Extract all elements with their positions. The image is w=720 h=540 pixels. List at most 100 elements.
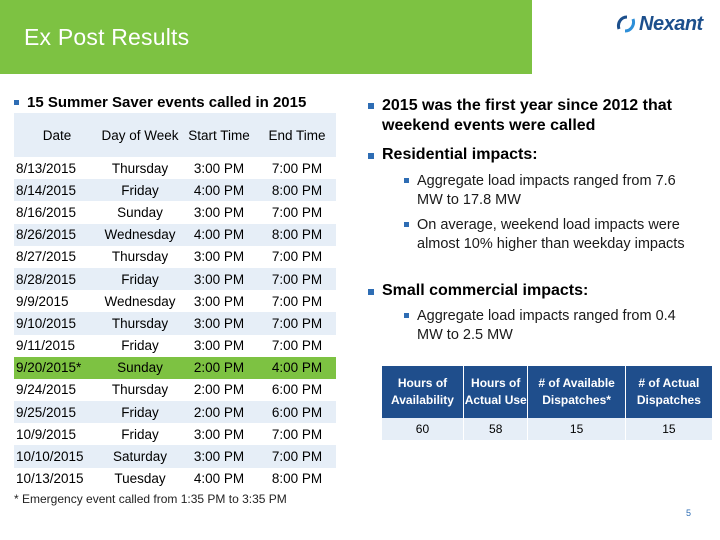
table-row: 10/10/2015 Saturday 3:00 PM 7:00 PM bbox=[14, 445, 336, 468]
table-cell: 4:00 PM bbox=[180, 223, 258, 246]
bullet-square-icon bbox=[14, 100, 19, 105]
table-cell: 9/20/2015* bbox=[14, 356, 100, 379]
table-cell: 7:00 PM bbox=[258, 312, 336, 335]
title-bar: Ex Post Results bbox=[0, 0, 532, 74]
table-cell: 7:00 PM bbox=[258, 423, 336, 446]
table-row: 10/13/2015 Tuesday 4:00 PM 8:00 PM bbox=[14, 467, 336, 490]
table-cell: 3:00 PM bbox=[180, 201, 258, 224]
bullet-first-weekend: 2015 was the first year since 2012 that … bbox=[368, 96, 708, 136]
table-cell: 10/9/2015 bbox=[14, 423, 100, 446]
table-cell: 2:00 PM bbox=[180, 401, 258, 424]
table-cell: 8/16/2015 bbox=[14, 201, 100, 224]
table-cell: Friday bbox=[100, 423, 180, 446]
logo-text: Nexant bbox=[639, 12, 703, 35]
table-cell: 2:00 PM bbox=[180, 356, 258, 379]
table-cell: 4:00 PM bbox=[258, 356, 336, 379]
table-cell: 10/10/2015 bbox=[14, 445, 100, 468]
table-cell: Friday bbox=[100, 267, 180, 291]
col-header-hours-actual: Hours of Actual Use bbox=[463, 366, 529, 418]
table-cell: 8/28/2015 bbox=[14, 267, 100, 291]
table-row: 8/14/2015 Friday 4:00 PM 8:00 PM bbox=[14, 179, 336, 202]
table-cell: 7:00 PM bbox=[258, 267, 336, 291]
table-cell: 4:00 PM bbox=[180, 467, 258, 490]
table-cell: 15 bbox=[527, 418, 626, 440]
bullet-square-icon bbox=[404, 178, 409, 183]
nexant-logo-icon bbox=[617, 15, 635, 33]
dispatch-row: 60 58 15 15 bbox=[382, 418, 712, 440]
table-cell: Friday bbox=[100, 334, 180, 357]
table-cell: 8:00 PM bbox=[258, 223, 336, 246]
col-header-hours-availability: Hours of Availability bbox=[382, 366, 464, 418]
table-cell: Thursday bbox=[100, 378, 180, 402]
table-cell: Friday bbox=[100, 179, 180, 202]
bullet-square-icon bbox=[404, 222, 409, 227]
left-heading-text: 15 Summer Saver events called in 2015 bbox=[27, 94, 307, 111]
bullet-square-icon bbox=[368, 289, 374, 295]
table-row: 9/9/2015 Wednesday 3:00 PM 7:00 PM bbox=[14, 290, 336, 313]
table-cell: Wednesday bbox=[100, 223, 180, 246]
col-header-end: End Time bbox=[258, 113, 336, 157]
table-cell: 2:00 PM bbox=[180, 378, 258, 402]
table-cell: 15 bbox=[625, 418, 712, 440]
table-cell: Sunday bbox=[100, 201, 180, 224]
table-cell: 8:00 PM bbox=[258, 467, 336, 490]
bullet-square-icon bbox=[368, 103, 374, 109]
slide-title: Ex Post Results bbox=[24, 24, 190, 50]
table-cell: 6:00 PM bbox=[258, 378, 336, 402]
table-cell: 3:00 PM bbox=[180, 423, 258, 446]
col-header-start: Start Time bbox=[180, 113, 258, 157]
table-cell: Sunday bbox=[100, 356, 180, 379]
bullet-text: Aggregate load impacts ranged from 0.4 M… bbox=[417, 308, 676, 343]
table-cell: 3:00 PM bbox=[180, 334, 258, 357]
table-cell: 6:00 PM bbox=[258, 401, 336, 424]
footnote: * Emergency event called from 1:35 PM to… bbox=[14, 492, 287, 506]
table-cell: 9/11/2015 bbox=[14, 334, 100, 357]
table-row: 9/24/2015 Thursday 2:00 PM 6:00 PM bbox=[14, 378, 336, 402]
dispatch-table: Hours of Availability Hours of Actual Us… bbox=[382, 366, 712, 440]
table-cell: 7:00 PM bbox=[258, 245, 336, 268]
table-cell: 9/10/2015 bbox=[14, 312, 100, 335]
bullet-text: Aggregate load impacts ranged from 7.6 M… bbox=[417, 173, 676, 208]
table-cell: 7:00 PM bbox=[258, 334, 336, 357]
table-cell: 9/24/2015 bbox=[14, 378, 100, 402]
table-cell: 8/14/2015 bbox=[14, 179, 100, 202]
table-cell: Thursday bbox=[100, 245, 180, 268]
table-row: 9/10/2015 Thursday 3:00 PM 7:00 PM bbox=[14, 312, 336, 335]
sub-bullet-commercial-range: Aggregate load impacts ranged from 0.4 M… bbox=[404, 307, 704, 345]
table-cell: 7:00 PM bbox=[258, 445, 336, 468]
table-cell: 8:00 PM bbox=[258, 179, 336, 202]
table-cell: Thursday bbox=[100, 312, 180, 335]
bullet-text: Small commercial impacts: bbox=[382, 282, 589, 299]
table-row: 9/25/2015 Friday 2:00 PM 6:00 PM bbox=[14, 401, 336, 424]
bullet-small-commercial: Small commercial impacts: bbox=[368, 282, 588, 300]
col-header-date: Date bbox=[14, 113, 100, 157]
table-cell: Friday bbox=[100, 401, 180, 424]
table-row: 8/26/2015 Wednesday 4:00 PM 8:00 PM bbox=[14, 223, 336, 246]
table-cell: 10/13/2015 bbox=[14, 467, 100, 490]
table-cell: 3:00 PM bbox=[180, 267, 258, 291]
table-cell: 7:00 PM bbox=[258, 290, 336, 313]
table-row: 8/28/2015 Friday 3:00 PM 7:00 PM bbox=[14, 267, 336, 291]
table-cell: 4:00 PM bbox=[180, 179, 258, 202]
table-cell: Saturday bbox=[100, 445, 180, 468]
table-cell: 8/26/2015 bbox=[14, 223, 100, 246]
sub-bullet-weekend-impacts: On average, weekend load impacts were al… bbox=[404, 216, 704, 254]
bullet-text: On average, weekend load impacts were al… bbox=[417, 217, 685, 252]
table-cell: 9/25/2015 bbox=[14, 401, 100, 424]
col-header-day: Day of Week bbox=[100, 113, 180, 157]
events-header-row: Date Day of Week Start Time End Time bbox=[14, 113, 336, 157]
table-cell: Wednesday bbox=[100, 290, 180, 313]
table-cell: 7:00 PM bbox=[258, 157, 336, 180]
table-cell: 8/27/2015 bbox=[14, 245, 100, 268]
table-row: 9/20/2015* Sunday 2:00 PM 4:00 PM bbox=[14, 356, 336, 379]
table-row: 9/11/2015 Friday 3:00 PM 7:00 PM bbox=[14, 334, 336, 357]
dispatch-header-row: Hours of Availability Hours of Actual Us… bbox=[382, 366, 712, 418]
table-cell: 3:00 PM bbox=[180, 445, 258, 468]
table-cell: 58 bbox=[463, 418, 529, 440]
bullet-text: 2015 was the first year since 2012 that … bbox=[382, 97, 672, 134]
nexant-logo: Nexant bbox=[616, 12, 703, 36]
table-cell: 9/9/2015 bbox=[14, 290, 100, 313]
sub-bullet-residential-range: Aggregate load impacts ranged from 7.6 M… bbox=[404, 172, 704, 210]
bullet-square-icon bbox=[368, 153, 374, 159]
page-number: 5 bbox=[686, 508, 692, 518]
